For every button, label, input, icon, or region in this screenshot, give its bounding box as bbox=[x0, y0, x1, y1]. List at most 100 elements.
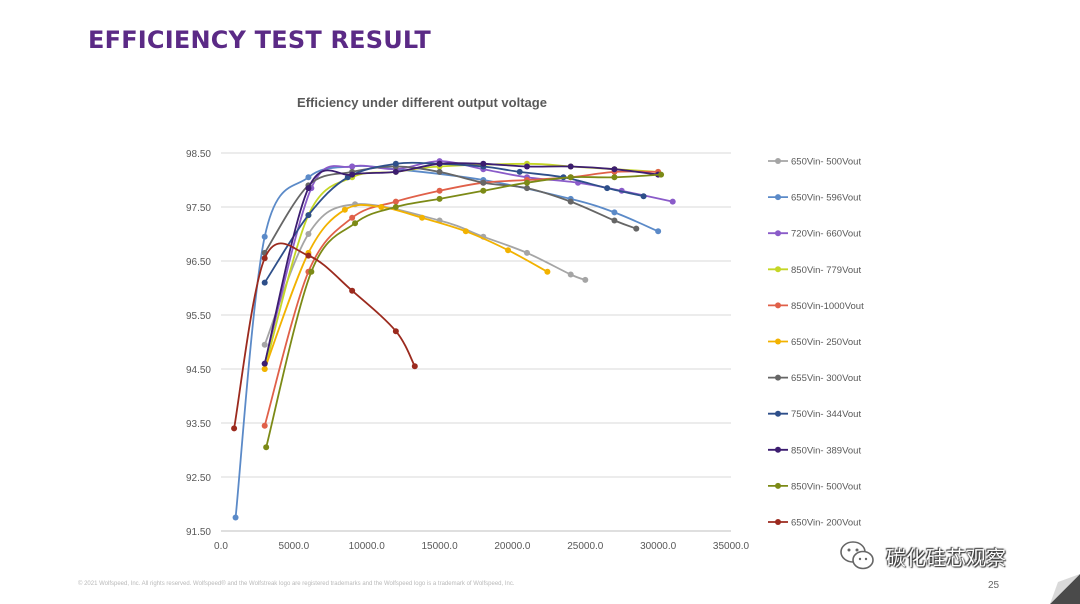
data-point bbox=[611, 174, 618, 181]
data-point bbox=[392, 168, 399, 175]
legend-marker bbox=[775, 519, 781, 525]
slide-title: EFFICIENCY TEST RESULT bbox=[88, 26, 432, 54]
legend-marker bbox=[775, 158, 781, 164]
x-axis: 0.0 5000.0 10000.0 15000.0 20000.0 25000.0 300… bbox=[214, 541, 749, 552]
legend-marker bbox=[775, 338, 781, 345]
data-point bbox=[261, 233, 268, 240]
legend-label: 850Vin- 500Vout bbox=[791, 481, 861, 492]
y-axis: 91.50 92.50 93.50 94.50 95.50 96.50 97.50 98.50 bbox=[186, 149, 211, 538]
legend-label: 650Vin- 596Vout bbox=[791, 193, 861, 204]
data-point bbox=[305, 231, 312, 237]
legend-label: 850Vin- 389Vout bbox=[791, 445, 861, 456]
legend-item: 650Vin- 200Vout bbox=[768, 518, 861, 529]
data-point bbox=[524, 185, 530, 192]
series bbox=[232, 163, 662, 521]
data-point bbox=[392, 204, 399, 210]
data-point bbox=[436, 195, 443, 202]
data-point bbox=[436, 187, 443, 194]
x-tick-label: 25000.0 bbox=[567, 541, 604, 552]
legend-label: 650Vin- 250Vout bbox=[791, 337, 861, 348]
copyright-footer: © 2021 Wolfspeed, Inc. All rights reserv… bbox=[78, 581, 515, 587]
data-point bbox=[419, 214, 426, 221]
series bbox=[263, 171, 665, 451]
y-tick-label: 96.50 bbox=[186, 257, 211, 268]
x-tick-label: 20000.0 bbox=[494, 541, 531, 552]
data-point bbox=[611, 166, 618, 173]
data-point bbox=[655, 228, 662, 235]
data-point bbox=[305, 174, 312, 181]
legend-item: 850Vin- 500Vout bbox=[768, 481, 861, 492]
series-line bbox=[263, 161, 644, 284]
y-tick-label: 93.50 bbox=[186, 419, 211, 430]
data-point bbox=[308, 268, 315, 275]
y-tick-label: 98.50 bbox=[186, 149, 211, 160]
data-point bbox=[261, 422, 268, 429]
legend-item: 750Vin- 344Vout bbox=[768, 409, 861, 420]
data-point bbox=[567, 174, 574, 181]
legend-label: 650Vin- 500Vout bbox=[791, 157, 861, 168]
legend-item: 655Vin- 300Vout bbox=[768, 373, 861, 384]
legend-label: 750Vin- 344Vout bbox=[791, 409, 861, 420]
data-point bbox=[261, 360, 268, 367]
data-point bbox=[349, 171, 356, 178]
series bbox=[231, 242, 418, 432]
series bbox=[261, 160, 647, 286]
legend-marker bbox=[775, 374, 781, 381]
data-point bbox=[604, 185, 611, 192]
data-point bbox=[349, 214, 356, 221]
data-point bbox=[232, 514, 239, 521]
legend-label: 655Vin- 300Vout bbox=[791, 373, 861, 384]
legend-item: 650Vin- 250Vout bbox=[768, 337, 861, 348]
data-point bbox=[344, 174, 351, 181]
series bbox=[261, 160, 662, 372]
chart-series bbox=[231, 158, 676, 521]
data-point bbox=[524, 249, 530, 256]
legend-marker bbox=[775, 446, 781, 453]
legend-label: 650Vin- 200Vout bbox=[791, 518, 861, 529]
x-tick-label: 5000.0 bbox=[279, 541, 310, 552]
data-point bbox=[349, 287, 356, 294]
legend-label: 850Vin- 779Vout bbox=[791, 265, 861, 276]
data-point bbox=[392, 328, 399, 335]
x-tick-label: 30000.0 bbox=[640, 541, 677, 552]
legend-label: 850Vin-1000Vout bbox=[791, 301, 864, 312]
data-point bbox=[462, 228, 469, 235]
data-point bbox=[261, 366, 268, 372]
data-point bbox=[436, 160, 443, 167]
data-point bbox=[611, 217, 618, 224]
data-point bbox=[305, 252, 312, 259]
data-point bbox=[305, 212, 312, 219]
page-number: 25 bbox=[988, 580, 1000, 591]
x-tick-label: 35000.0 bbox=[713, 541, 750, 552]
legend-marker bbox=[775, 266, 781, 273]
data-point bbox=[480, 179, 487, 186]
data-point bbox=[567, 271, 574, 278]
data-point bbox=[305, 185, 312, 192]
legend-marker bbox=[775, 482, 781, 489]
legend-item: 650Vin- 500Vout bbox=[768, 157, 861, 168]
series-line bbox=[263, 204, 548, 370]
data-point bbox=[261, 255, 268, 262]
page-corner-icon bbox=[1050, 574, 1080, 604]
y-tick-label: 95.50 bbox=[186, 311, 211, 322]
series-line bbox=[263, 160, 673, 364]
legend-item: 850Vin- 389Vout bbox=[768, 445, 861, 456]
data-point bbox=[524, 163, 530, 170]
wechat-logo-icon bbox=[840, 541, 874, 570]
legend-item: 720Vin- 660Vout bbox=[768, 229, 861, 240]
data-point bbox=[582, 276, 589, 283]
watermark: 碳化硅芯观察 bbox=[838, 538, 1006, 574]
data-point bbox=[611, 209, 618, 216]
series-line bbox=[263, 170, 659, 426]
x-tick-label: 0.0 bbox=[214, 541, 228, 552]
chart-legend: 650Vin- 500Vout 650Vin- 596Vout 720Vin- 66… bbox=[768, 157, 864, 529]
data-point bbox=[480, 160, 487, 167]
data-point bbox=[349, 163, 356, 170]
y-tick-label: 91.50 bbox=[186, 527, 211, 538]
chart-title: Efficiency under different output voltag… bbox=[297, 95, 547, 110]
data-point bbox=[480, 187, 487, 194]
data-point bbox=[633, 225, 640, 232]
chart-grid bbox=[221, 152, 731, 532]
series-line bbox=[233, 242, 416, 429]
